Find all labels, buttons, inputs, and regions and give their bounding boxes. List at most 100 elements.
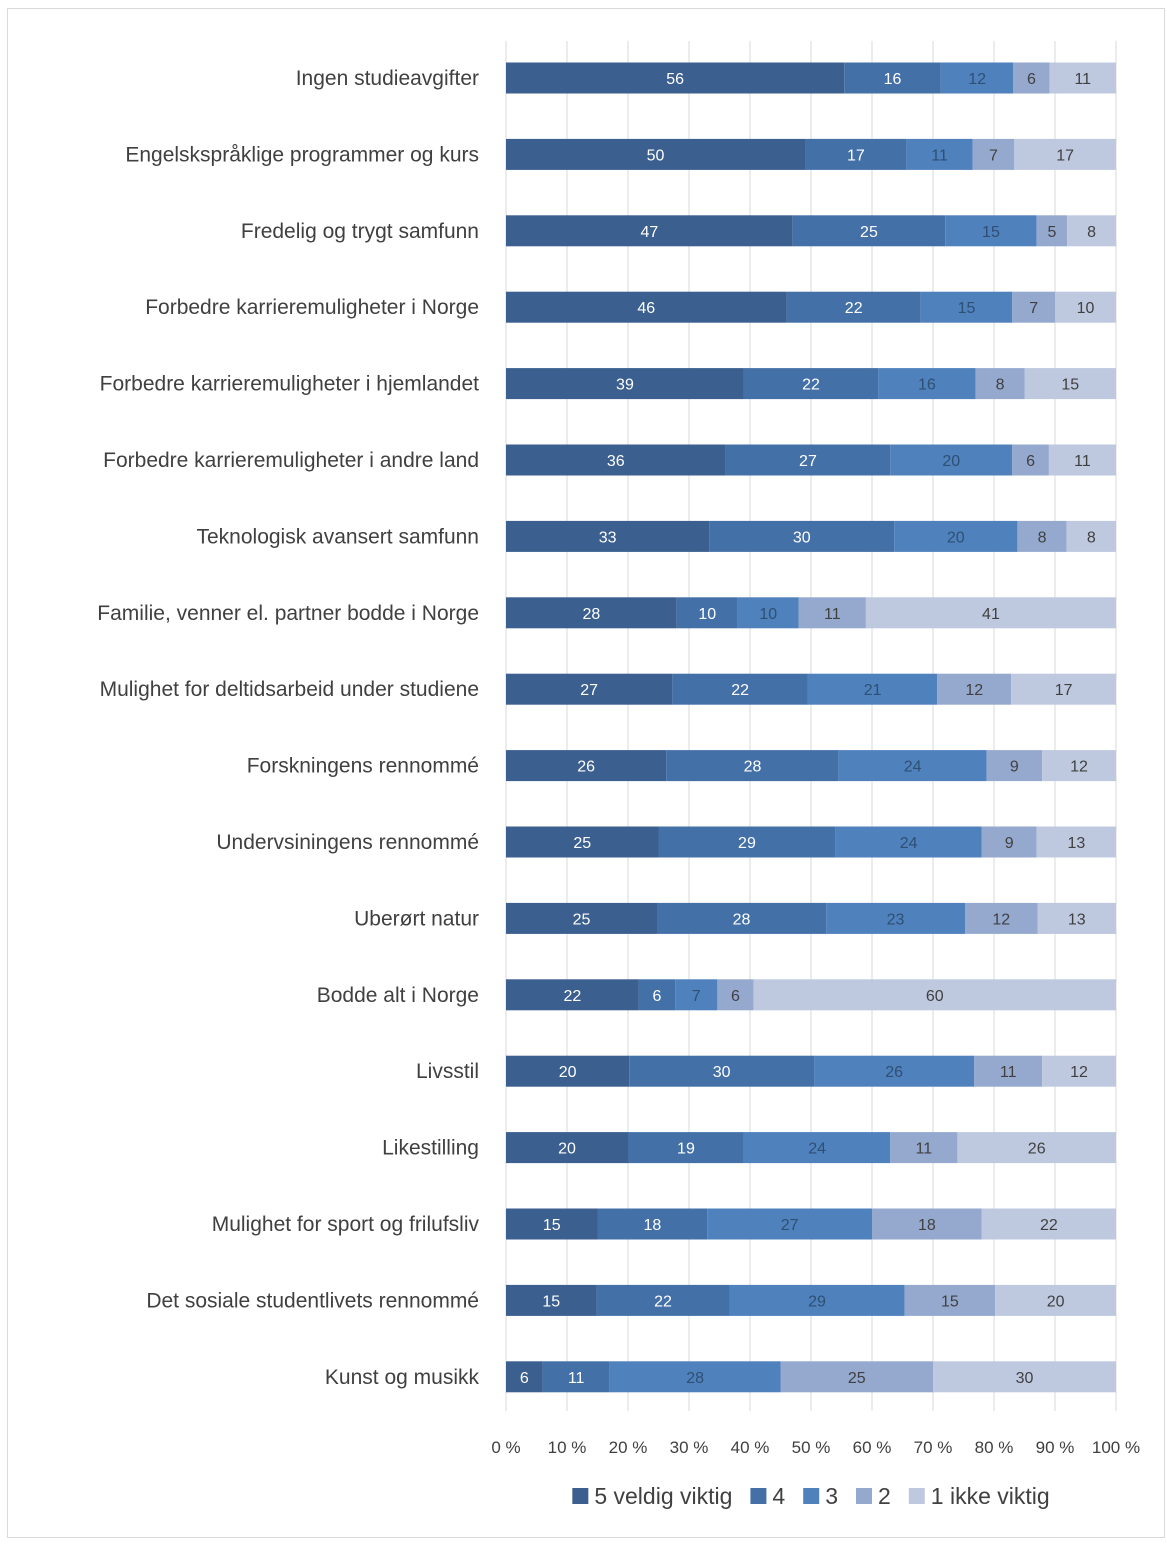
legend-swatch bbox=[750, 1488, 767, 1504]
bar-segment bbox=[995, 1284, 1116, 1316]
data-label: 11 bbox=[1000, 1064, 1017, 1081]
data-label: 7 bbox=[989, 147, 998, 164]
data-label: 25 bbox=[573, 835, 591, 852]
category-label: Det sosiale studentlivets rennommé bbox=[146, 1289, 479, 1312]
data-label: 11 bbox=[568, 1370, 585, 1387]
bar-segment bbox=[792, 215, 946, 247]
data-label: 17 bbox=[847, 147, 865, 164]
bar-segment bbox=[1048, 444, 1116, 476]
legend-label: 1 ikke viktig bbox=[931, 1483, 1050, 1509]
bar-segment bbox=[1042, 1055, 1116, 1087]
category-label: Fredelig og trygt samfunn bbox=[241, 220, 479, 243]
data-label: 7 bbox=[1029, 300, 1038, 317]
data-label: 16 bbox=[918, 377, 936, 394]
data-label: 6 bbox=[731, 988, 740, 1005]
data-label: 15 bbox=[958, 300, 976, 317]
bar-segment bbox=[743, 368, 879, 400]
bar-segment bbox=[981, 826, 1037, 858]
bar-segment bbox=[1017, 520, 1067, 552]
category-label: Forskningens rennommé bbox=[247, 755, 479, 778]
tick-label: 10 % bbox=[548, 1438, 587, 1457]
bar-segment bbox=[945, 215, 1037, 247]
data-label: 26 bbox=[885, 1064, 903, 1081]
bar-segment bbox=[725, 444, 891, 476]
category-label: Uberørt natur bbox=[354, 907, 479, 930]
data-label: 29 bbox=[738, 835, 756, 852]
bar-segment bbox=[878, 368, 976, 400]
bar-segment bbox=[957, 1132, 1116, 1164]
data-label: 47 bbox=[640, 224, 658, 241]
data-label: 25 bbox=[848, 1370, 866, 1387]
data-label: 12 bbox=[968, 71, 986, 88]
data-label: 24 bbox=[808, 1141, 826, 1158]
bar-segment bbox=[596, 1284, 730, 1316]
bar-segment bbox=[609, 1361, 781, 1393]
bar-segment bbox=[1011, 673, 1116, 705]
bar-segment bbox=[638, 979, 676, 1011]
category-label: Ingen studieavgifter bbox=[296, 67, 479, 90]
bar-segment bbox=[894, 520, 1018, 552]
data-label: 21 bbox=[864, 682, 882, 699]
bar-segment bbox=[798, 597, 866, 629]
bar-segment bbox=[975, 368, 1025, 400]
data-label: 8 bbox=[1087, 224, 1096, 241]
legend-swatch bbox=[856, 1488, 872, 1504]
bar-segment bbox=[1055, 291, 1116, 323]
bar-segment bbox=[1012, 444, 1049, 476]
data-label: 9 bbox=[1005, 835, 1014, 852]
category-label: Mulighet for deltidsarbeid under studien… bbox=[100, 678, 479, 701]
bar-segment bbox=[1036, 215, 1068, 247]
data-label: 19 bbox=[677, 1141, 695, 1158]
legend-swatch bbox=[572, 1488, 589, 1504]
data-label: 11 bbox=[1074, 71, 1091, 88]
bar-segment bbox=[675, 979, 718, 1011]
tick-label: 60 % bbox=[853, 1438, 892, 1457]
category-label: Engelskspråklige programmer og kurs bbox=[125, 143, 479, 166]
data-label: 17 bbox=[1055, 682, 1073, 699]
data-label: 15 bbox=[941, 1293, 959, 1310]
bar-segment bbox=[807, 673, 938, 705]
tick-label: 50 % bbox=[792, 1438, 831, 1457]
data-label: 28 bbox=[733, 911, 751, 928]
bar-segment bbox=[506, 597, 677, 629]
legend-label: 5 veldig viktig bbox=[594, 1483, 732, 1509]
data-label: 6 bbox=[653, 988, 662, 1005]
data-label: 5 bbox=[1047, 224, 1056, 241]
category-labels: Ingen studieavgifter Engelskspråklige pro… bbox=[97, 67, 479, 1389]
data-label: 8 bbox=[1038, 529, 1047, 546]
bar-segment bbox=[1066, 520, 1116, 552]
data-label: 22 bbox=[802, 377, 820, 394]
x-axis-tick-labels: 0 % 10 % 20 % 30 % 40 % 50 % 60 % 70 % 80 % 90 % 1… bbox=[491, 1438, 1140, 1457]
category-label: Livsstil bbox=[416, 1060, 479, 1083]
bar-segment bbox=[981, 1208, 1116, 1240]
data-label: 15 bbox=[1061, 377, 1079, 394]
data-label: 28 bbox=[583, 606, 601, 623]
category-label: Likestilling bbox=[382, 1137, 479, 1160]
data-label: 60 bbox=[926, 988, 944, 1005]
tick-label: 80 % bbox=[975, 1438, 1014, 1457]
category-label: Undervsiningens rennommé bbox=[216, 831, 479, 854]
data-label: 22 bbox=[1040, 1217, 1058, 1234]
bar-segment bbox=[506, 1055, 630, 1087]
bar-segment bbox=[1042, 750, 1116, 782]
legend-swatch bbox=[803, 1488, 820, 1504]
bar-segment bbox=[506, 291, 787, 323]
tick-label: 40 % bbox=[731, 1438, 770, 1457]
bar-segment bbox=[972, 138, 1015, 170]
bar-segment bbox=[629, 1055, 815, 1087]
data-label: 15 bbox=[542, 1293, 560, 1310]
bar-segment bbox=[737, 597, 799, 629]
bar-segment bbox=[506, 1208, 598, 1240]
data-label: 25 bbox=[573, 911, 591, 928]
data-label: 20 bbox=[559, 1064, 577, 1081]
data-label: 20 bbox=[947, 529, 965, 546]
bar-segment bbox=[1067, 215, 1116, 247]
legend-label: 3 bbox=[825, 1483, 838, 1509]
data-label: 9 bbox=[1010, 759, 1019, 776]
bar-segment bbox=[729, 1284, 905, 1316]
bar-segment bbox=[814, 1055, 975, 1087]
data-label: 8 bbox=[1087, 529, 1096, 546]
data-label: 30 bbox=[713, 1064, 731, 1081]
data-label: 12 bbox=[1070, 1064, 1088, 1081]
data-label: 46 bbox=[637, 300, 655, 317]
